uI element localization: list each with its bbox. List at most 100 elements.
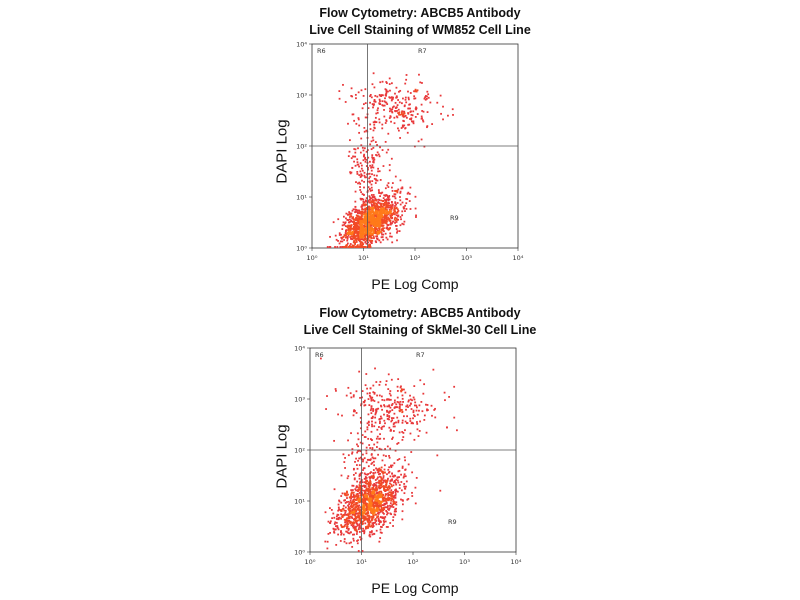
data-point <box>391 478 393 481</box>
data-point <box>413 95 416 98</box>
data-point <box>383 199 386 201</box>
data-point <box>401 510 404 513</box>
data-point <box>371 216 374 219</box>
data-point <box>354 210 357 213</box>
data-point <box>369 458 372 461</box>
data-point <box>370 453 373 455</box>
data-point <box>422 392 425 395</box>
data-point <box>369 123 372 126</box>
data-point <box>364 430 367 433</box>
data-point <box>350 157 353 160</box>
data-point <box>371 196 374 199</box>
data-point <box>387 198 390 200</box>
data-point <box>361 204 364 206</box>
data-point <box>348 509 350 511</box>
data-point <box>394 449 397 452</box>
data-point <box>400 473 402 476</box>
data-point <box>349 501 352 504</box>
data-point <box>370 140 373 143</box>
data-point <box>404 469 407 471</box>
data-point <box>381 212 384 215</box>
data-point <box>373 230 376 233</box>
region-label-r9: R9 <box>448 518 457 526</box>
data-point <box>423 145 426 148</box>
data-point <box>401 124 404 127</box>
data-point <box>385 484 388 487</box>
data-point <box>414 486 417 489</box>
data-point <box>374 367 376 370</box>
data-point <box>383 499 385 502</box>
data-point <box>394 110 397 113</box>
data-point <box>393 193 396 196</box>
data-point <box>374 413 377 416</box>
data-point <box>389 482 391 485</box>
data-point <box>385 194 387 196</box>
data-point <box>359 482 361 484</box>
data-point <box>439 94 442 97</box>
data-point <box>388 218 391 221</box>
region-label-r7: R7 <box>416 351 425 359</box>
data-point <box>382 497 384 500</box>
data-point <box>368 503 371 506</box>
data-point <box>355 181 357 184</box>
data-point <box>378 437 381 440</box>
data-point <box>380 490 383 493</box>
data-point <box>388 392 391 395</box>
data-point <box>388 206 390 209</box>
data-point <box>370 471 372 474</box>
data-point <box>372 146 375 149</box>
data-point <box>424 96 426 99</box>
data-point <box>369 531 371 533</box>
data-point <box>368 424 370 426</box>
data-point <box>387 132 390 135</box>
data-point <box>376 204 379 207</box>
data-point <box>410 408 413 410</box>
data-point <box>395 501 398 504</box>
data-point <box>379 437 382 440</box>
data-point <box>358 473 361 476</box>
data-point <box>370 463 373 465</box>
data-point <box>389 512 392 515</box>
data-point <box>383 100 386 103</box>
data-point <box>383 217 386 220</box>
data-point <box>381 206 384 208</box>
data-point <box>407 406 409 408</box>
data-point <box>360 233 363 236</box>
data-point <box>373 224 375 227</box>
data-point <box>379 380 382 383</box>
data-point <box>372 408 375 410</box>
data-point <box>374 116 377 119</box>
data-point <box>375 467 377 470</box>
data-point <box>442 105 444 108</box>
data-point <box>365 502 367 505</box>
data-point <box>363 130 366 133</box>
data-point <box>400 127 403 129</box>
data-point <box>398 431 401 434</box>
data-point <box>388 486 391 489</box>
data-point <box>350 237 353 240</box>
data-point <box>378 480 381 483</box>
data-point <box>372 391 375 394</box>
data-point <box>372 166 375 169</box>
data-point <box>354 232 357 234</box>
data-point <box>379 537 382 539</box>
data-point <box>372 490 374 492</box>
data-point <box>344 506 347 509</box>
data-point <box>351 505 354 508</box>
data-point <box>364 485 367 488</box>
data-point <box>380 494 383 497</box>
data-point <box>404 82 407 85</box>
data-point <box>340 474 343 477</box>
data-point <box>349 515 352 518</box>
data-point <box>376 515 379 518</box>
data-point <box>375 179 378 182</box>
data-point <box>388 508 390 511</box>
data-point <box>372 494 374 497</box>
data-point <box>366 428 369 431</box>
data-point <box>375 217 378 220</box>
data-point <box>381 215 384 218</box>
data-point <box>365 507 368 510</box>
data-point <box>369 128 372 130</box>
data-point <box>386 488 389 491</box>
data-point <box>359 526 361 529</box>
